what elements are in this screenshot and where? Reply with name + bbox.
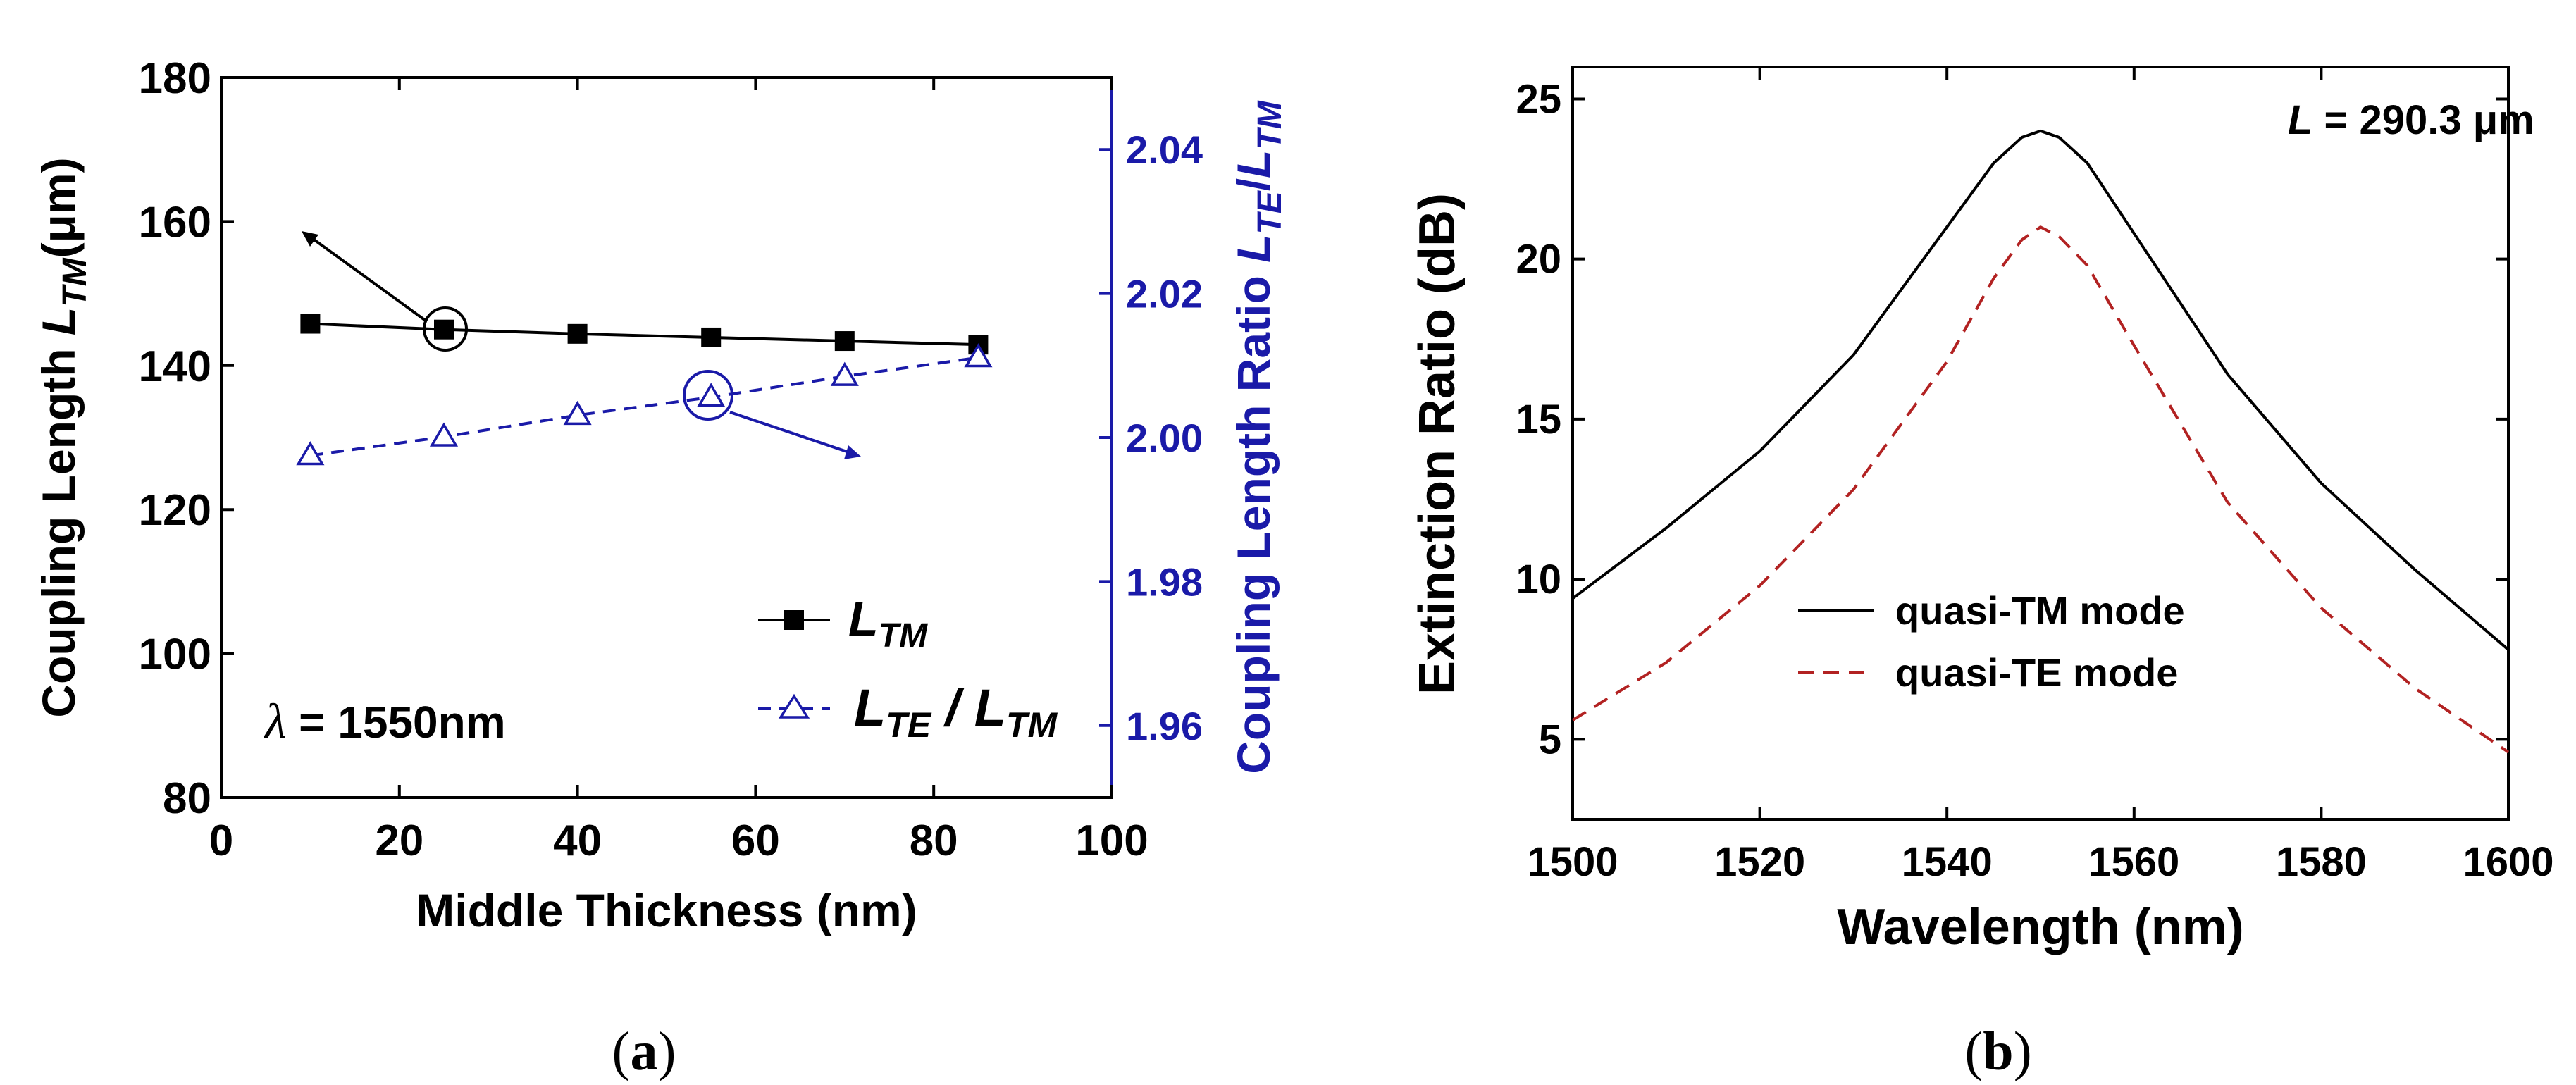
x-tick-label: 1560: [2088, 839, 2179, 885]
series-line-quasi-tm: [1571, 129, 2510, 651]
panel-label-a: (a): [612, 1020, 676, 1081]
chart-a-series: [296, 314, 993, 466]
data-point-ratio: [830, 361, 859, 386]
chart-a-y-axis-label-left: Coupling Length LTM(μm): [32, 157, 94, 717]
x-tick-label: 0: [209, 817, 233, 865]
y-tick-label: 25: [1516, 76, 1561, 122]
chart-b-x-ticks: 1500 1520 1540 1560 1580 1600: [1527, 67, 2554, 885]
y-tick-label: 5: [1539, 717, 1561, 762]
chart-a-wavelength-annotation: λ = 1550nm: [264, 695, 506, 749]
series-line-l-tm: [310, 322, 979, 347]
chart-b-y-ticks: 5 10 15 20 25: [1516, 76, 2508, 762]
chart-a-legend: LTM LTE / LTM: [758, 591, 1058, 745]
chart-b-y-axis-label: Extinction Ratio (dB): [1409, 193, 1466, 695]
series-line-quasi-te: [1571, 225, 2510, 754]
data-point-l-tm: [300, 314, 321, 334]
y-right-tick-label: 2.02: [1126, 272, 1203, 316]
y-tick-label: 160: [139, 198, 211, 247]
x-tick-label: 80: [910, 817, 958, 865]
chart-b-length-annotation: L = 290.3 μm: [2288, 97, 2534, 143]
y-right-tick-label: 1.98: [1126, 559, 1203, 604]
chart-a: 0 20 40 60 80 100 80 100 120 140 160 180 1.96 1.98 2…: [32, 54, 1289, 1081]
data-point-ratio: [296, 441, 325, 466]
legend-ratio-label: LTE / LTM: [854, 678, 1058, 745]
x-tick-label: 1520: [1714, 839, 1805, 885]
y-right-tick-label: 2.00: [1126, 416, 1203, 460]
chart-a-x-ticks: 0 20 40 60 80 100: [209, 78, 1148, 865]
chart-b-frame: [1571, 66, 2510, 821]
chart-a-x-axis-label: Middle Thickness (nm): [416, 884, 917, 936]
chart-b-series: [1571, 129, 2510, 754]
y-tick-label: 10: [1516, 557, 1561, 602]
y-tick-label: 80: [163, 774, 211, 823]
legend-tm-label: LTM: [848, 591, 928, 655]
x-tick-label: 1600: [2463, 839, 2553, 885]
data-point-l-tm: [434, 319, 454, 340]
chart-a-tm-arrowhead: [302, 231, 318, 247]
chart-a-ratio-arrow: [729, 411, 852, 454]
legend-tm-marker: [784, 610, 804, 630]
x-tick-label: 100: [1075, 817, 1148, 865]
y-tick-label: 140: [139, 342, 211, 391]
y-tick-label: 20: [1516, 237, 1561, 283]
chart-a-y-axis-label-right: Coupling Length Ratio LTE/LTM: [1227, 100, 1289, 774]
chart-a-y-ticks-right: 1.96 1.98 2.00 2.02 2.04: [1099, 128, 1203, 748]
chart-a-ratio-arrowhead: [844, 445, 861, 459]
x-tick-label: 1500: [1527, 839, 1618, 885]
y-right-tick-label: 1.96: [1126, 704, 1203, 748]
data-point-ratio: [964, 343, 993, 368]
chart-a-tm-arrow: [309, 235, 427, 322]
x-tick-label: 1540: [1902, 839, 1993, 885]
data-point-l-tm: [701, 327, 722, 347]
chart-a-ratio-highlight-circle: [683, 370, 733, 421]
data-point-ratio: [697, 383, 726, 407]
y-right-tick-label: 2.04: [1126, 128, 1203, 172]
chart-b-x-axis-label: Wavelength (nm): [1837, 899, 2243, 955]
x-tick-label: 60: [731, 817, 780, 865]
panel-label-b: (b): [1964, 1020, 2031, 1081]
chart-a-tm-highlight-circle: [423, 306, 468, 352]
series-line-ratio: [310, 356, 979, 457]
chart-b-legend: quasi-TM mode quasi-TE mode: [1798, 588, 2185, 695]
legend-quasi-te-label: quasi-TE mode: [1895, 650, 2178, 695]
data-point-ratio: [563, 400, 592, 426]
y-tick-label: 15: [1516, 397, 1561, 442]
data-point-l-tm: [834, 331, 855, 352]
chart-a-y-ticks-left: 80 100 120 140 160 180: [139, 54, 234, 823]
y-tick-label: 180: [139, 54, 211, 103]
legend-quasi-tm-label: quasi-TM mode: [1895, 588, 2185, 633]
x-tick-label: 40: [553, 817, 602, 865]
y-tick-label: 100: [139, 631, 211, 679]
x-tick-label: 1580: [2276, 839, 2367, 885]
data-point-l-tm: [567, 323, 588, 344]
data-point-ratio: [429, 422, 459, 447]
y-tick-label: 120: [139, 486, 211, 535]
legend-ratio-marker: [778, 693, 810, 719]
x-tick-label: 20: [375, 817, 423, 865]
